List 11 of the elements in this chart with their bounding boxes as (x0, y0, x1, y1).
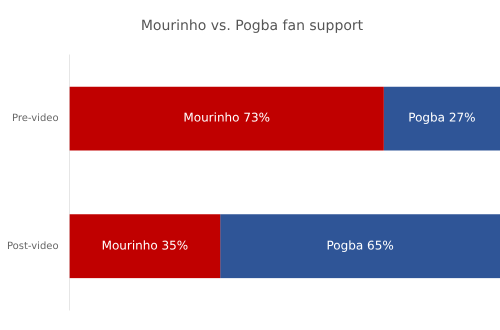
data-label: 73% (243, 110, 270, 125)
series-label: Mourinho (102, 238, 158, 252)
data-label: 35% (162, 238, 188, 252)
data-label: 65% (367, 238, 394, 252)
y-tick-label: Pre-video (12, 113, 59, 124)
series-label: Pogba (326, 238, 364, 252)
data-label: 27% (448, 110, 476, 125)
y-tick-label: Post-video (7, 240, 59, 252)
text: Pogba (408, 110, 446, 125)
chart-title: Mourinho vs. Pogba fan support (140, 18, 364, 34)
text: Mourinho (183, 110, 240, 125)
